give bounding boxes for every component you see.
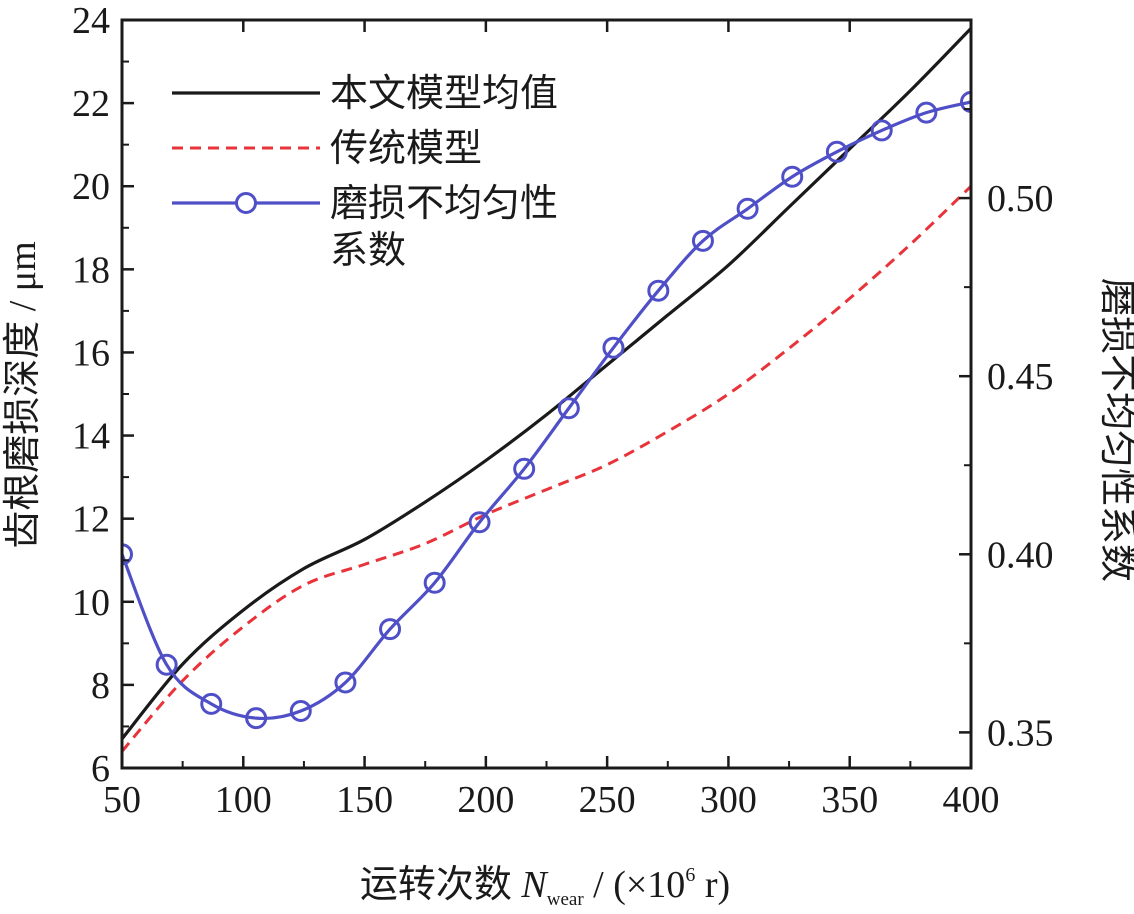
y-right-tick-label: 0.35 [987, 712, 1054, 754]
y-right-tick-label: 0.50 [987, 178, 1054, 220]
series-2-point-7 [423, 571, 446, 594]
series-2-point-5 [334, 671, 357, 694]
y-left-tick-label: 14 [72, 416, 110, 458]
series-line-0 [122, 27, 971, 740]
series-2-point-6 [379, 618, 402, 641]
legend-label-2a: 磨损不均匀性 [330, 183, 558, 225]
x-tick-label: 400 [943, 779, 1000, 821]
legend-label-0: 本文模型均值 [330, 73, 558, 115]
legend-label-2b: 系数 [330, 230, 406, 272]
series-2-point-16 [825, 140, 848, 163]
y-left-tick-label: 18 [72, 249, 110, 291]
x-tick-label: 50 [103, 779, 141, 821]
legend-label-1: 传统模型 [330, 128, 482, 170]
series-2-point-3 [245, 707, 268, 730]
y-left-tick-label: 10 [72, 582, 110, 624]
series-2-point-9 [513, 457, 536, 480]
y-right-tick-label: 0.40 [987, 534, 1054, 576]
plot-frame [120, 18, 973, 770]
series-2-point-8 [468, 511, 491, 534]
y-left-axis-title: 齿根磨损深度 / μm [2, 241, 44, 549]
series-2-point-1 [155, 653, 178, 676]
series-2-point-12 [647, 279, 670, 302]
y-left-tick-label: 16 [72, 332, 110, 374]
y-right-tick-label: 0.45 [987, 356, 1054, 398]
x-tick-label: 300 [700, 779, 757, 821]
x-tick-label: 150 [336, 779, 393, 821]
series-2-point-14 [736, 197, 759, 220]
series-2-point-11 [602, 336, 625, 359]
series-2-point-0 [122, 543, 133, 566]
x-tick-label: 100 [215, 779, 272, 821]
y-left-tick-label: 12 [72, 499, 110, 541]
series-2-point-17 [870, 119, 893, 142]
y-left-tick-label: 20 [72, 166, 110, 208]
y-left-tick-label: 22 [72, 83, 110, 125]
series-2-point-10 [557, 397, 580, 420]
legend-swatch-2-marker [235, 192, 257, 214]
y-left-tick-label: 6 [91, 748, 110, 790]
series-2-point-13 [691, 229, 714, 252]
series-2-point-4 [289, 700, 312, 723]
series-line-1 [122, 185, 971, 753]
x-axis-title: 运转次数 Nwear / (×106 r) [360, 864, 730, 909]
y-left-tick-label: 24 [72, 0, 110, 42]
x-tick-label: 250 [579, 779, 636, 821]
x-tick-label: 350 [821, 779, 878, 821]
series-2-point-18 [915, 101, 938, 124]
series-line-2 [122, 100, 971, 721]
y-left-tick-label: 8 [91, 665, 110, 707]
series-2-point-19 [960, 90, 971, 113]
series-2-point-15 [781, 165, 804, 188]
series-2-point-2 [200, 692, 223, 715]
y-right-axis-title: 磨损不均匀性系数 [1096, 278, 1134, 582]
x-tick-label: 200 [457, 779, 514, 821]
